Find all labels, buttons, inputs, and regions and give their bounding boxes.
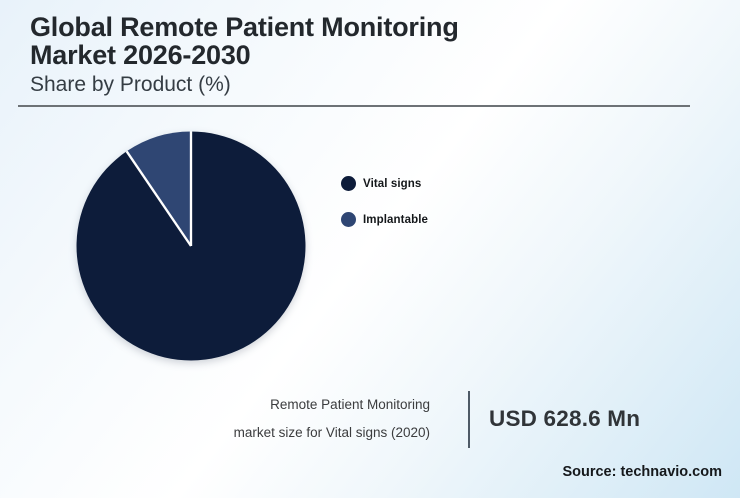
source-attribution: Source: technavio.com	[562, 464, 722, 480]
legend-label: Implantable	[363, 213, 429, 226]
market-size-value: USD 628.6 Mn	[489, 406, 641, 431]
header: Global Remote Patient Monitoring Market …	[30, 13, 459, 97]
legend-label: Vital signs	[363, 177, 422, 190]
callout-divider	[468, 390, 470, 448]
pie-slice-separator	[125, 150, 192, 247]
pie-chart	[76, 131, 306, 361]
callout-caption-line: market size for Vital signs (2020)	[233, 425, 430, 440]
legend-swatch-circle-icon	[341, 176, 356, 191]
callout-caption-line: Remote Patient Monitoring	[270, 397, 430, 412]
legend-item-vital-signs: Vital signs	[341, 176, 428, 191]
chart-title: Global Remote Patient Monitoring Market …	[30, 13, 459, 69]
pie-slice-implantable	[126, 131, 191, 246]
legend-item-implantable: Implantable	[341, 212, 428, 227]
chart-title-line1: Global Remote Patient Monitoring	[30, 12, 459, 42]
chart-title-line2: Market 2026-2030	[30, 40, 251, 70]
header-divider-line	[18, 105, 690, 107]
chart-subtitle: Share by Product (%)	[30, 73, 231, 96]
market-size-callout: Remote Patient Monitoring market size fo…	[150, 390, 640, 448]
legend-swatch-circle-icon	[341, 212, 356, 227]
callout-caption: Remote Patient Monitoring market size fo…	[150, 391, 430, 447]
legend: Vital signs Implantable	[341, 176, 428, 227]
